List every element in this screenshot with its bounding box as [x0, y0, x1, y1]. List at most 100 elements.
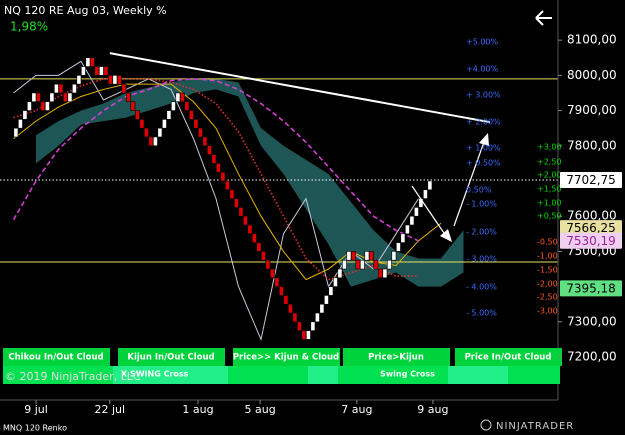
percent-label: - 5.00% [466, 309, 497, 318]
renko-brick [395, 242, 401, 252]
plot-area [0, 52, 558, 342]
renko-brick [341, 259, 347, 270]
renko-brick [319, 303, 325, 314]
renko-brick [386, 259, 392, 270]
chart-title: NQ 120 RE Aug 03, Weekly % [4, 4, 167, 17]
button-label: Chikou In/Out Cloud [8, 353, 103, 363]
y-tick-label: 7800,00 [567, 138, 617, 152]
percent-label: +4.00% [466, 65, 499, 74]
percent-label: - 3.00% [466, 255, 497, 264]
renko-brick [31, 92, 37, 103]
y-tick-label: 8000,00 [567, 68, 617, 82]
renko-brick [139, 119, 145, 129]
y-tick-label: 7300,00 [567, 314, 617, 328]
renko-brick [391, 251, 397, 261]
button-bar: Chikou In/Out Cloud Kijun In/Out Cloud Pri… [3, 348, 562, 384]
price-label: 7530,19 [566, 234, 616, 248]
renko-brick [26, 101, 32, 111]
renko-brick [202, 136, 208, 147]
renko-brick [332, 277, 338, 287]
renko-brick [400, 233, 406, 243]
renko-brick [337, 268, 343, 279]
renko-brick [256, 242, 262, 252]
point-label: -3,00 [537, 307, 558, 316]
renko-brick [287, 303, 293, 314]
renko-brick [220, 171, 226, 182]
button-label: Kijun In/Out Cloud [127, 353, 214, 363]
point-label: +1,50 [537, 185, 562, 194]
renko-brick [85, 57, 91, 67]
renko-brick [108, 75, 113, 85]
arrow-head [440, 229, 452, 242]
renko-brick [234, 198, 239, 208]
renko-brick [260, 251, 266, 261]
renko-brick [296, 321, 302, 331]
point-label: -2,50 [537, 293, 558, 302]
swing-label: X SWING Cross [121, 370, 189, 379]
indicator-button[interactable] [343, 348, 450, 366]
renko-brick [72, 83, 77, 94]
indicator-button[interactable] [455, 348, 562, 366]
button-label: Price>Kijun [368, 353, 424, 363]
percent-label: - 2.00% [466, 228, 497, 237]
renko-brick [346, 251, 352, 261]
renko-brick [247, 224, 253, 235]
renko-brick [144, 127, 149, 138]
renko-brick [368, 251, 374, 261]
price-label-box [560, 172, 622, 189]
renko-brick [328, 286, 334, 296]
renko-brick [238, 207, 244, 217]
renko-brick [22, 110, 28, 120]
trend-line [109, 52, 491, 124]
renko-brick [112, 75, 118, 85]
renko-brick [265, 259, 271, 270]
renko-brick [103, 66, 109, 76]
renko-brick [211, 154, 217, 164]
price-label: 7702,75 [566, 173, 616, 187]
percent-label: - 1.00% [466, 200, 497, 209]
percent-label: + 0.50% [466, 159, 501, 168]
renko-brick [413, 207, 419, 217]
x-tick-label: 22 jul [95, 403, 126, 416]
indicator-button[interactable] [3, 348, 110, 366]
renko-brick [427, 180, 433, 191]
back-arrow[interactable] [535, 10, 552, 26]
renko-brick [44, 101, 50, 111]
swing-label: Swing Cross [380, 370, 435, 379]
indicator-line [13, 78, 419, 281]
button-label: Price In/Out Cloud [465, 353, 552, 363]
renko-brick [243, 215, 248, 226]
renko-brick [404, 224, 410, 235]
renko-brick [198, 127, 203, 138]
point-label: -1,50 [537, 266, 558, 275]
renko-brick [76, 75, 82, 85]
renko-brick [117, 75, 122, 85]
swing-segment [113, 366, 228, 384]
renko-brick [274, 277, 280, 287]
cloud [36, 78, 464, 287]
renko-brick [67, 92, 73, 103]
renko-brick [278, 286, 284, 296]
renko-brick [13, 127, 19, 138]
swing-segment [448, 366, 508, 384]
indicator-button[interactable] [118, 348, 225, 366]
renko-brick [225, 180, 230, 191]
renko-brick [58, 83, 64, 94]
renko-brick [323, 295, 329, 305]
renko-brick [157, 127, 163, 138]
change-label: 1,98% [10, 20, 48, 34]
indicator-button[interactable] [233, 348, 340, 366]
price-label-box [560, 220, 622, 237]
x-tick-label: 9 jul [24, 403, 48, 416]
renko-brick [35, 92, 41, 103]
renko-brick [229, 189, 235, 199]
renko-brick [135, 110, 140, 120]
renko-brick [90, 57, 95, 67]
percent-label: + 2.00% [466, 118, 501, 127]
drawn-arrow [453, 141, 485, 227]
renko-brick [175, 92, 181, 103]
renko-brick [171, 101, 176, 111]
renko-brick [189, 110, 194, 120]
